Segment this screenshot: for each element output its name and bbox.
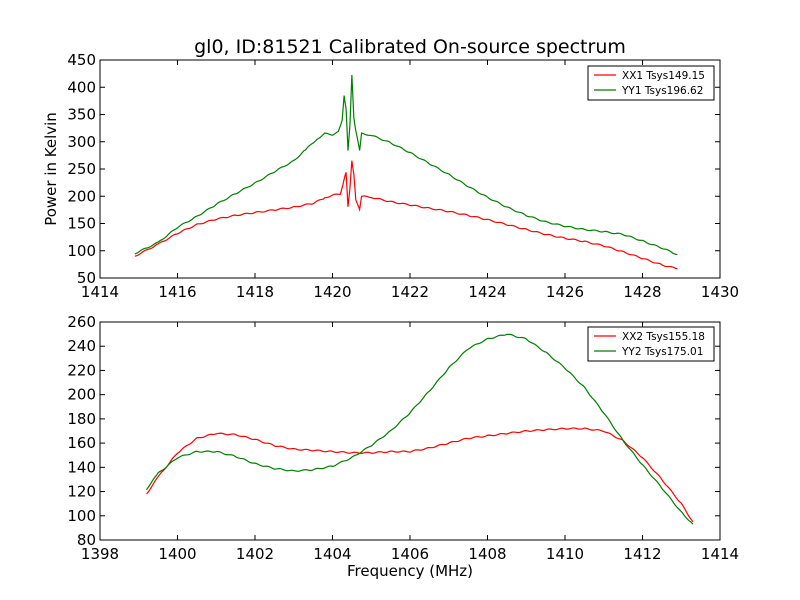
y-tick-label: 160 [67, 434, 96, 452]
x-tick-label: 1414 [81, 283, 119, 301]
x-tick-label: 1410 [546, 545, 584, 563]
y-tick-label: 300 [67, 133, 96, 151]
y-tick-label: 100 [67, 242, 96, 260]
x-axis-title: Frequency (MHz) [347, 562, 473, 580]
x-tick-label: 1402 [236, 545, 274, 563]
legend: XX1 Tsys149.15 YY1 Tsys196.62 [587, 65, 715, 101]
x-tick-label: 1430 [701, 283, 739, 301]
series-line-yy2 [146, 333, 694, 525]
y-tick-label: 200 [67, 187, 96, 205]
legend-label: XX1 Tsys149.15 [622, 70, 705, 82]
series-line-yy1 [134, 74, 678, 256]
x-tick-label: 1424 [468, 283, 506, 301]
y-tick-label: 180 [67, 410, 96, 428]
y-tick-label: 80 [77, 531, 96, 549]
top-spectrum-axes: 1414 1416 1418 1420 1422 1424 1426 1428 1430 50 10… [42, 51, 739, 301]
y-tick-label: 120 [67, 483, 96, 501]
x-tick-label: 1414 [701, 545, 739, 563]
x-tick-label: 1428 [623, 283, 661, 301]
legend: XX2 Tsys155.18 YY2 Tsys175.01 [587, 326, 715, 362]
y-tick-label: 150 [67, 215, 96, 233]
x-tick-label: 1406 [391, 545, 429, 563]
legend-label: XX2 Tsys155.18 [622, 331, 705, 343]
y-tick-label: 400 [67, 78, 96, 96]
y-tick-label: 100 [67, 507, 96, 525]
figure-title: gl0, ID:81521 Calibrated On-source spect… [194, 36, 626, 58]
x-tick-label: 1422 [391, 283, 429, 301]
y-tick-label: 200 [67, 386, 96, 404]
y-tick-label: 450 [67, 51, 96, 69]
y-tick-label: 50 [77, 269, 96, 287]
y-tick-label: 350 [67, 106, 96, 124]
y-axis-title: Power in Kelvin [42, 112, 60, 226]
y-tick-label: 240 [67, 337, 96, 355]
y-tick-label: 140 [67, 458, 96, 476]
y-tick-label: 260 [67, 313, 96, 331]
x-tick-label: 1412 [623, 545, 661, 563]
x-tick-label: 1420 [313, 283, 351, 301]
x-tick-label: 1398 [81, 545, 119, 563]
x-tick-label: 1400 [158, 545, 196, 563]
legend-box [587, 326, 715, 362]
bottom-spectrum-axes: 1398 1400 1402 1404 1406 1408 1410 1412 1414 80 10… [67, 313, 739, 580]
series-line-xx1 [134, 160, 678, 270]
legend-box [587, 65, 715, 101]
x-tick-label: 1404 [313, 545, 351, 563]
y-tick-label: 220 [67, 361, 96, 379]
x-tick-label: 1416 [158, 283, 196, 301]
x-tick-label: 1408 [468, 545, 506, 563]
x-tick-label: 1426 [546, 283, 584, 301]
x-tick-label: 1418 [236, 283, 274, 301]
y-tick-label: 250 [67, 160, 96, 178]
legend-label: YY1 Tsys196.62 [621, 85, 703, 97]
series-line-xx2 [146, 427, 694, 523]
legend-label: YY2 Tsys175.01 [621, 346, 703, 358]
